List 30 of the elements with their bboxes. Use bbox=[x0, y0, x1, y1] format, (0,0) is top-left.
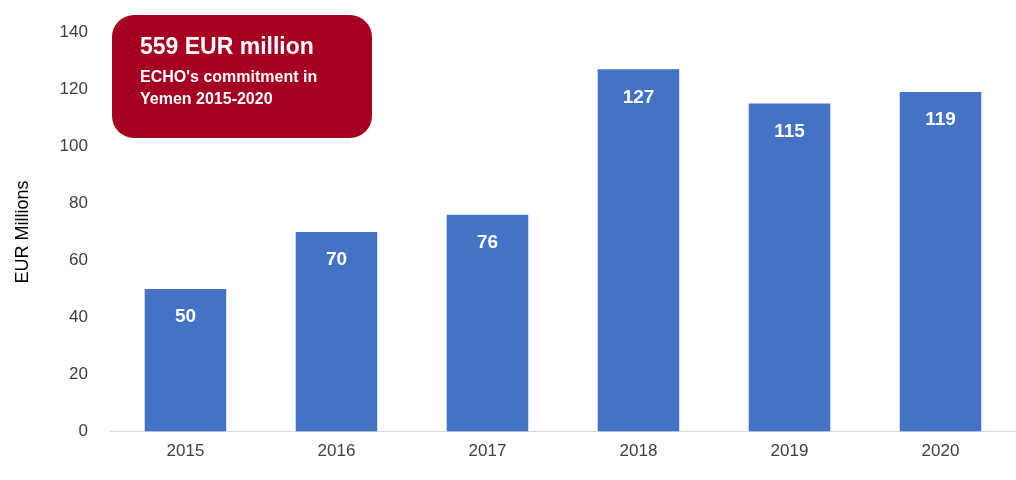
data-label: 127 bbox=[622, 85, 655, 107]
y-tick-label: 20 bbox=[69, 364, 88, 384]
callout-box: 559 EUR million ECHO's commitment in Yemen 2015-2020 bbox=[112, 15, 372, 138]
y-tick-label: 40 bbox=[69, 307, 88, 327]
y-axis-title: EUR Millions bbox=[11, 180, 32, 284]
x-tick-label: 2019 bbox=[770, 441, 809, 461]
data-label: 119 bbox=[925, 108, 956, 130]
y-tick-label: 140 bbox=[59, 21, 88, 41]
x-tick-label: 2017 bbox=[468, 441, 507, 461]
bar bbox=[446, 214, 529, 432]
y-tick-label: 0 bbox=[78, 421, 88, 441]
data-label: 115 bbox=[774, 119, 806, 141]
bar bbox=[144, 288, 227, 432]
y-tick-label: 60 bbox=[69, 250, 88, 270]
y-tick-label: 120 bbox=[59, 78, 88, 98]
y-tick-label: 80 bbox=[69, 193, 88, 213]
bar bbox=[748, 103, 831, 432]
data-label: 50 bbox=[174, 305, 197, 327]
bar bbox=[597, 69, 680, 432]
data-label: 70 bbox=[325, 248, 348, 270]
y-tick-label: 100 bbox=[59, 136, 88, 155]
annotation: ECHO's commitment in Yemen 2015-2020 bbox=[140, 67, 319, 109]
x-tick-label: 2016 bbox=[317, 441, 356, 461]
bar bbox=[899, 92, 982, 432]
data-label: 76 bbox=[476, 231, 499, 253]
x-tick-label: 2018 bbox=[619, 441, 658, 461]
x-tick-label: 2015 bbox=[166, 441, 205, 461]
bar bbox=[295, 231, 378, 432]
x-tick-label: 2020 bbox=[921, 441, 960, 461]
annotation: 559 EUR million bbox=[140, 33, 315, 60]
